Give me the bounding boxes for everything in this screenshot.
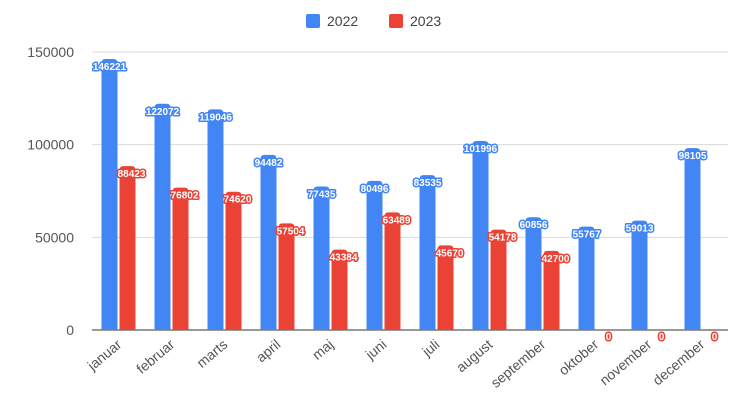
gridlines	[92, 51, 728, 331]
data-label-2023-januar: 88423	[118, 169, 146, 180]
data-label-2023-maj: 43384	[330, 253, 358, 264]
x-tick-label-juli: juli	[418, 336, 442, 360]
bar-2022-april	[260, 154, 277, 330]
data-label-2022-februar: 122072	[146, 107, 180, 118]
data-label-2023-november: 0	[659, 332, 665, 343]
bar-2023-juli	[437, 245, 454, 330]
x-tick-label-juni: juni	[362, 336, 390, 363]
bar-2023-april	[278, 223, 295, 330]
bar-2022-december	[684, 148, 701, 330]
y-tick-label: 150000	[27, 44, 74, 60]
bar-2022-juli	[419, 175, 436, 330]
data-label-2023-oktober: 0	[606, 332, 612, 343]
data-label-2023-august: 54178	[489, 233, 517, 244]
x-tick-label-april: april	[253, 336, 284, 365]
data-label-2022-april: 94482	[255, 158, 283, 169]
data-label-2023-februar: 76802	[171, 191, 199, 202]
data-label-2023-juni: 63489	[383, 215, 411, 226]
data-label-2023-juli: 45670	[436, 248, 464, 259]
data-label-2023-marts: 74620	[224, 195, 252, 206]
bar-2022-juni	[366, 180, 383, 330]
bar-2022-august	[472, 140, 489, 330]
bar-2022-februar	[154, 103, 171, 331]
data-labels: 146221 88423 122072 76802 119046 74620 94482 57…	[91, 61, 719, 345]
x-tick-label-december: december	[649, 336, 707, 388]
bar-2023-august	[490, 229, 507, 330]
x-axis: januar februar marts april maj juni juli august…	[84, 336, 708, 391]
bar-2023-juni	[384, 212, 401, 330]
legend-swatch-2023	[389, 14, 403, 28]
data-label-2022-juli: 83535	[414, 178, 442, 189]
bar-2023-januar	[119, 166, 136, 330]
x-tick-label-februar: februar	[133, 336, 178, 377]
data-label-2022-marts: 119046	[199, 112, 232, 123]
bars	[101, 59, 701, 331]
data-label-2022-december: 98105	[679, 151, 707, 162]
legend-swatch-2022	[306, 14, 320, 28]
y-tick-label: 50000	[35, 229, 74, 245]
data-label-2022-november: 59013	[626, 224, 654, 235]
bar-2023-september	[543, 250, 560, 330]
data-label-2022-oktober: 55767	[573, 230, 601, 241]
x-tick-label-november: november	[596, 336, 654, 388]
y-axis: 0 50000 100000 150000	[27, 44, 74, 338]
x-tick-label-august: august	[453, 336, 496, 375]
x-tick-label-oktober: oktober	[555, 336, 601, 378]
bar-2023-marts	[225, 191, 242, 330]
x-tick-label-september: september	[487, 336, 548, 391]
y-tick-label: 100000	[27, 137, 74, 153]
data-label-2022-juni: 80496	[361, 184, 389, 195]
data-label-2023-december: 0	[712, 332, 718, 343]
bar-2023-maj	[331, 249, 348, 330]
legend: 2022 2023	[306, 13, 441, 29]
bar-2022-januar	[101, 59, 118, 330]
legend-label-2023: 2023	[410, 13, 441, 29]
data-label-2023-september: 42700	[542, 254, 570, 265]
data-label-2022-maj: 77435	[308, 189, 336, 200]
data-label-2022-september: 60856	[520, 220, 548, 231]
data-label-2023-april: 57504	[277, 226, 305, 237]
bar-2022-marts	[207, 109, 224, 331]
data-label-2022-januar: 146221	[93, 62, 127, 73]
y-tick-label: 0	[66, 322, 74, 338]
bar-2022-november	[631, 220, 648, 330]
bar-2022-september	[525, 217, 542, 330]
bar-2022-maj	[313, 186, 330, 330]
bar-2022-oktober	[578, 226, 595, 330]
bar-2023-februar	[172, 187, 189, 330]
x-tick-label-maj: maj	[309, 336, 337, 363]
legend-label-2022: 2022	[327, 13, 358, 29]
data-label-2022-august: 101996	[464, 144, 498, 155]
x-tick-label-marts: marts	[193, 336, 230, 371]
x-tick-label-januar: januar	[84, 336, 125, 374]
